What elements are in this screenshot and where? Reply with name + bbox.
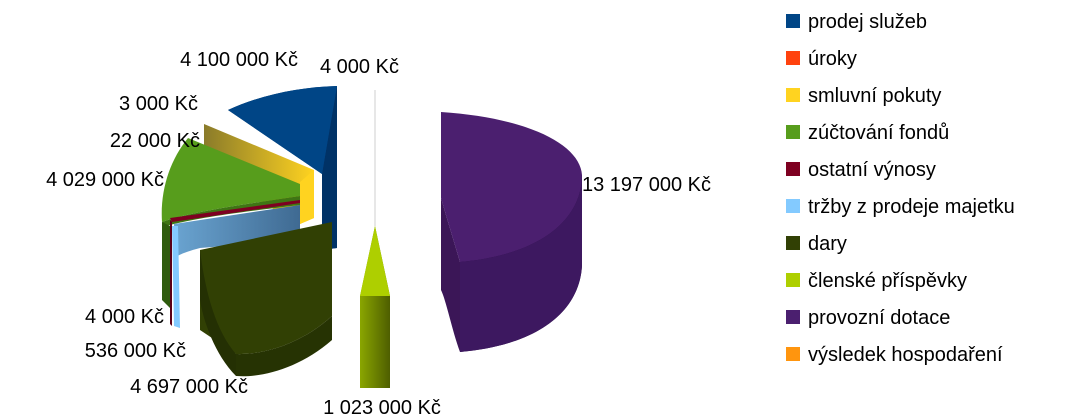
legend-label: členské příspěvky	[808, 270, 967, 292]
legend-swatch	[786, 125, 800, 139]
data-label-smluvni-pokuty: 3 000 Kč	[119, 93, 198, 115]
slice-provozni-dotace	[441, 112, 582, 352]
data-label-zuctovani-fondu: 22 000 Kč	[110, 130, 200, 152]
legend-label: zúčtování fondů	[808, 122, 949, 144]
legend-swatch	[786, 162, 800, 176]
legend-label: ostatní výnosy	[808, 159, 936, 181]
legend-swatch	[786, 310, 800, 324]
slice-ostatni-vynosy	[170, 200, 300, 326]
legend-label: úroky	[808, 48, 857, 70]
data-label-trzby-z-prodeje-majetku: 4 000 Kč	[85, 306, 164, 328]
legend-swatch	[786, 236, 800, 250]
legend-label: smluvní pokuty	[808, 85, 941, 107]
legend-item-ostatni-vynosy: ostatní výnosy	[786, 159, 936, 181]
legend: prodej služeb úroky smluvní pokuty zúčto…	[786, 11, 1015, 366]
legend-label: tržby z prodeje majetku	[808, 196, 1015, 218]
legend-item-clenske-prispevky: členské příspěvky	[786, 270, 967, 292]
legend-swatch	[786, 14, 800, 28]
data-label-ostatni-vynosy: 4 029 000 Kč	[46, 169, 164, 191]
legend-item-provozni-dotace: provozní dotace	[786, 307, 950, 329]
legend-swatch	[786, 273, 800, 287]
legend-label: provozní dotace	[808, 307, 950, 329]
legend-item-vysledek-hospodareni: výsledek hospodaření	[786, 344, 1003, 366]
legend-item-uroky: úroky	[786, 48, 857, 70]
legend-label: výsledek hospodaření	[808, 344, 1003, 366]
slice-trzby-z-prodeje-majetku	[172, 205, 300, 328]
legend-swatch	[786, 347, 800, 361]
slice-dary	[200, 222, 332, 377]
slice-clenske-prispevky	[360, 90, 390, 388]
data-label-prodej-sluzeb: 4 100 000 Kč	[180, 49, 298, 71]
data-label-clenske-prispevky: 4 697 000 Kč	[130, 376, 248, 398]
legend-item-dary: dary	[786, 233, 847, 255]
legend-label: prodej služeb	[808, 11, 927, 33]
legend-item-trzby-z-prodeje-majetku: tržby z prodeje majetku	[786, 196, 1015, 218]
data-labels: 4 100 000 Kč 4 000 Kč 3 000 Kč 22 000 Kč…	[46, 49, 711, 418]
legend-label: dary	[808, 233, 847, 255]
legend-swatch	[786, 51, 800, 65]
legend-item-zuctovani-fondu: zúčtování fondů	[786, 122, 949, 144]
data-label-uroky: 4 000 Kč	[320, 56, 399, 78]
legend-swatch	[786, 199, 800, 213]
data-label-provozni-dotace: 1 023 000 Kč	[323, 397, 441, 418]
slice-zuctovani-fondu	[161, 138, 300, 310]
data-label-dary: 536 000 Kč	[85, 340, 186, 362]
legend-item-prodej-sluzeb: prodej služeb	[786, 11, 927, 33]
slice-prodej-sluzeb	[228, 86, 337, 250]
legend-swatch	[786, 88, 800, 102]
legend-item-smluvni-pokuty: smluvní pokuty	[786, 85, 941, 107]
data-label-vysledek-hospodareni: 13 197 000 Kč	[582, 174, 711, 196]
